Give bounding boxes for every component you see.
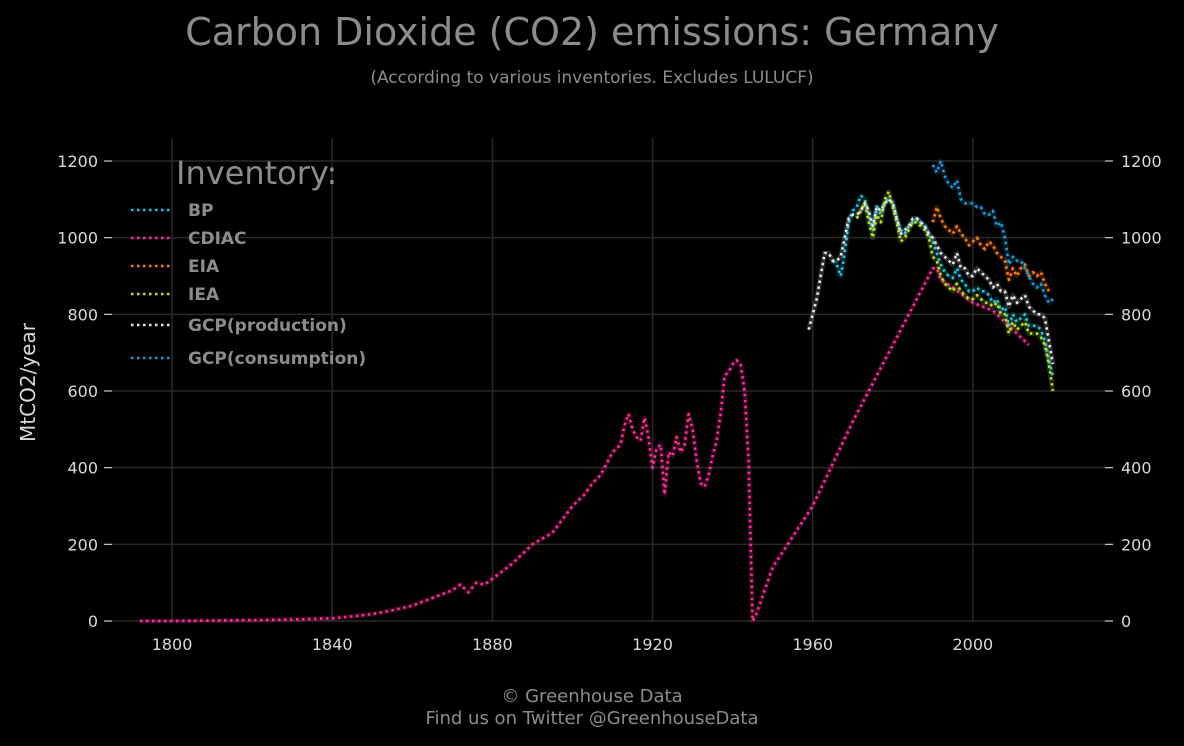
series-cdiac	[140, 265, 1031, 624]
y-axis-label: MtCO2/year	[16, 322, 40, 442]
legend-label: IEA	[188, 285, 220, 305]
y-tick-label-left: 1000	[57, 229, 98, 248]
y-tick-label-left: 400	[67, 459, 98, 478]
series-eia	[930, 204, 1052, 293]
legend-label: GCP(consumption)	[188, 349, 366, 369]
legend-label: CDIAC	[188, 229, 247, 249]
y-tick-label-right: 800	[1121, 305, 1152, 324]
y-tick-label-left: 800	[67, 305, 98, 324]
legend: Inventory: BP CDIAC EIA IEA GCP(production) GC…	[131, 154, 366, 369]
axes: 0 0 200 200 400 400 600 600 800 800 1000 1000 1200 12…	[16, 152, 1162, 654]
grid	[112, 138, 1105, 622]
x-tick-label: 2000	[953, 635, 994, 654]
series-line	[831, 194, 1055, 377]
series-glow	[854, 189, 1056, 392]
legend-label: EIA	[188, 257, 220, 277]
series-gcp-consumption-	[930, 158, 1055, 306]
legend-label: BP	[188, 201, 213, 221]
y-tick-label-right: 1200	[1121, 152, 1162, 171]
y-tick-label-right: 0	[1121, 612, 1131, 631]
y-tick-label-right: 200	[1121, 535, 1152, 554]
footer-copyright: © Greenhouse Data	[501, 686, 683, 707]
y-tick-label-left: 200	[67, 535, 98, 554]
y-tick-label-right: 400	[1121, 459, 1152, 478]
legend-title: Inventory:	[176, 154, 337, 192]
x-tick-label: 1800	[152, 635, 193, 654]
series-bp	[830, 193, 1056, 377]
series-line	[931, 159, 1054, 305]
y-tick-label-right: 1000	[1121, 229, 1162, 248]
series-line	[807, 198, 1055, 365]
series-line	[140, 266, 1030, 623]
x-tick-label: 1880	[472, 635, 513, 654]
legend-label: GCP(production)	[188, 316, 347, 336]
series-layer	[140, 158, 1056, 624]
footer-twitter: Find us on Twitter @GreenhouseData	[425, 708, 759, 729]
series-line	[931, 205, 1051, 292]
x-tick-label: 1960	[792, 635, 833, 654]
series-iea	[854, 189, 1056, 392]
y-tick-label-left: 600	[67, 382, 98, 401]
y-tick-label-right: 600	[1121, 382, 1152, 401]
series-glow	[806, 196, 1056, 365]
y-tick-label-left: 1200	[57, 152, 98, 171]
x-tick-label: 1840	[312, 635, 353, 654]
y-tick-label-left: 0	[88, 612, 98, 631]
x-tick-label: 1920	[632, 635, 673, 654]
series-gcp-production-	[806, 196, 1056, 365]
chart-subtitle: (According to various inventories. Exclu…	[370, 68, 814, 88]
chart-title: Carbon Dioxide (CO2) emissions: Germany	[185, 10, 999, 54]
